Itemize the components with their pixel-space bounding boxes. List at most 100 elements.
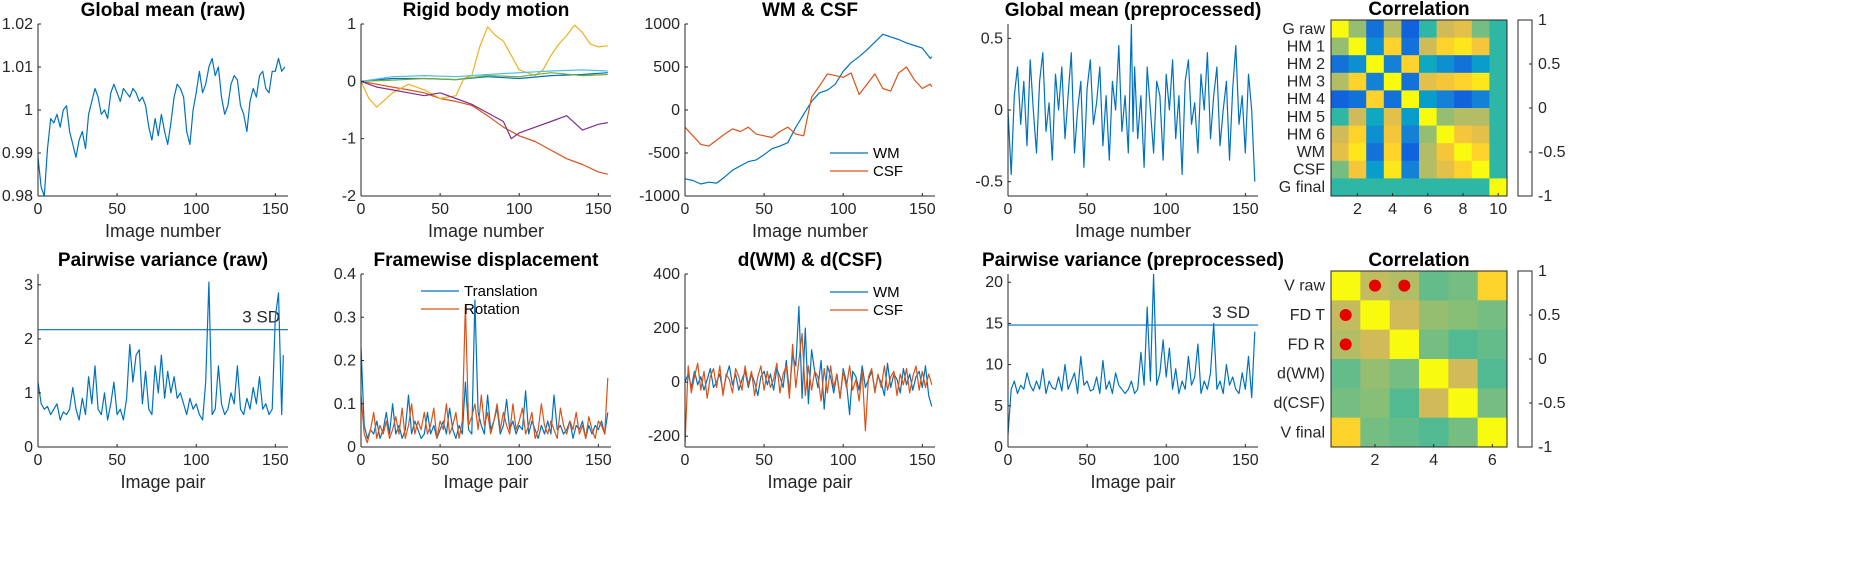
chart-title: WM & CSF xyxy=(762,0,858,21)
row-label: V final xyxy=(1281,424,1325,441)
series-line-0 xyxy=(1008,274,1256,435)
y-tick-label: 0.1 xyxy=(334,396,356,413)
heatmap-cell xyxy=(1489,37,1508,56)
chart-title: Framewise displacement xyxy=(374,250,600,271)
heatmap-cell xyxy=(1383,20,1402,39)
colorbar-tick-label: 0 xyxy=(1538,100,1547,117)
colorbar-tick-label: 0.5 xyxy=(1538,56,1560,73)
y-tick-label: 2 xyxy=(24,331,33,348)
x-tick-label: 2 xyxy=(1371,452,1380,469)
y-tick-label: 0 xyxy=(347,73,356,90)
heatmap-cell xyxy=(1348,108,1367,127)
x-tick-label: 0 xyxy=(1004,201,1013,218)
row-label: FD T xyxy=(1290,307,1325,324)
x-tick-label: 100 xyxy=(506,452,533,469)
heatmap-cell xyxy=(1477,417,1508,448)
threshold-label: 3 SD xyxy=(1212,303,1250,322)
x-tick-label: 0 xyxy=(357,452,366,469)
heatmap-cell xyxy=(1360,388,1391,419)
heatmap-cell xyxy=(1348,125,1367,144)
heatmap-cell xyxy=(1436,160,1455,179)
series-group xyxy=(685,305,933,445)
row-label: HM 6 xyxy=(1287,126,1325,143)
x-tick-label: 10 xyxy=(1489,201,1507,218)
heatmap-cell xyxy=(1454,143,1473,162)
row-label: d(WM) xyxy=(1277,366,1325,383)
chart-pairwise-var-raw: Pairwise variance (raw) 3 SD 0 50 100 150 0 1 2 3… xyxy=(24,250,289,492)
series-line-5 xyxy=(361,69,608,82)
series-line-4 xyxy=(361,72,608,82)
colorbar-tick-label: -0.5 xyxy=(1538,395,1566,412)
heatmap-cell xyxy=(1348,37,1367,56)
heatmap-cell xyxy=(1383,37,1402,56)
x-axis-label: Image number xyxy=(428,221,544,241)
heatmap-cell xyxy=(1383,178,1402,197)
heatmap-cell xyxy=(1436,108,1455,127)
series-group xyxy=(38,57,286,196)
y-tick-label: 1.01 xyxy=(2,59,33,76)
x-axis-label: Image pair xyxy=(1090,472,1175,492)
heatmap-cell xyxy=(1360,359,1391,389)
y-tick-label: -1000 xyxy=(639,188,680,205)
heatmap-cell xyxy=(1436,72,1455,91)
heatmap-cell xyxy=(1348,160,1367,179)
heatmap-cell xyxy=(1454,160,1473,179)
y-tick-label: 0 xyxy=(347,439,356,456)
x-tick-label: 0 xyxy=(681,201,690,218)
x-tick-label: 50 xyxy=(755,452,773,469)
row-label: HM 2 xyxy=(1287,56,1325,73)
heatmap-cell xyxy=(1489,160,1508,179)
y-tick-label: 0.99 xyxy=(2,145,33,162)
x-tick-label: 50 xyxy=(1078,452,1096,469)
y-tick-label: 1 xyxy=(347,16,356,33)
chart-title: Correlation xyxy=(1368,250,1469,271)
heatmap-cell xyxy=(1471,90,1490,109)
series-line-csf xyxy=(685,332,933,445)
significance-marker xyxy=(1369,279,1381,292)
threshold-label: 3 SD xyxy=(242,308,280,327)
x-axis-label: Image pair xyxy=(120,472,205,492)
heatmap-cell xyxy=(1331,417,1361,448)
legend-label-wm: WM xyxy=(873,145,900,162)
y-tick-label: -1 xyxy=(342,131,356,148)
x-tick-label: 4 xyxy=(1429,452,1438,469)
heatmap-cell xyxy=(1401,55,1420,74)
heatmap-cell xyxy=(1448,300,1479,331)
y-tick-label: 1 xyxy=(24,102,33,119)
heatmap-cell xyxy=(1436,90,1455,109)
y-tick-label: 0.4 xyxy=(334,266,356,283)
heatmap-cell xyxy=(1454,108,1473,127)
y-tick-label: 0 xyxy=(994,439,1003,456)
heatmap-cell xyxy=(1471,160,1490,179)
chart-title: Correlation xyxy=(1368,0,1469,20)
heatmap-cell xyxy=(1477,271,1508,301)
heatmap-cell xyxy=(1383,108,1402,127)
chart-framewise-disp: Framewise displacement 0 50 100 150 0 0.1 0.2 0.… xyxy=(334,250,612,492)
heatmap-cell xyxy=(1477,329,1508,360)
x-axis-label: Image number xyxy=(752,221,868,241)
y-tick-label: 10 xyxy=(985,357,1003,374)
heatmap-cell xyxy=(1477,300,1508,331)
heatmap-cell xyxy=(1331,108,1350,127)
x-axis-label: Image number xyxy=(105,221,221,241)
y-tick-label: -200 xyxy=(648,428,680,445)
chart-title: Pairwise variance (raw) xyxy=(58,250,268,271)
y-tick-label: -500 xyxy=(648,145,680,162)
x-axis-label: Image number xyxy=(1075,221,1191,241)
heatmap-cell xyxy=(1348,72,1367,91)
row-label: d(CSF) xyxy=(1273,395,1325,412)
x-tick-label: 0 xyxy=(34,201,43,218)
x-tick-label: 6 xyxy=(1488,452,1497,469)
chart-title: d(WM) & d(CSF) xyxy=(738,250,883,271)
heatmap-cell xyxy=(1366,125,1385,144)
heatmap-cell xyxy=(1383,125,1402,144)
heatmap-cell xyxy=(1419,125,1438,144)
heatmap-cell xyxy=(1331,160,1350,179)
heatmap-cell xyxy=(1419,37,1438,56)
heatmap-cell xyxy=(1389,388,1420,419)
x-tick-label: 150 xyxy=(909,452,936,469)
heatmap-cell xyxy=(1419,72,1438,91)
series-group xyxy=(361,24,608,175)
heatmap-cell xyxy=(1419,359,1449,389)
